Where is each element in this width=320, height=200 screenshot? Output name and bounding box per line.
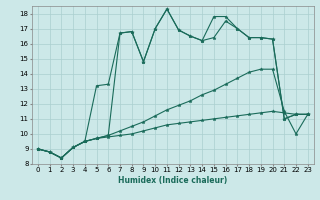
X-axis label: Humidex (Indice chaleur): Humidex (Indice chaleur) [118, 176, 228, 185]
